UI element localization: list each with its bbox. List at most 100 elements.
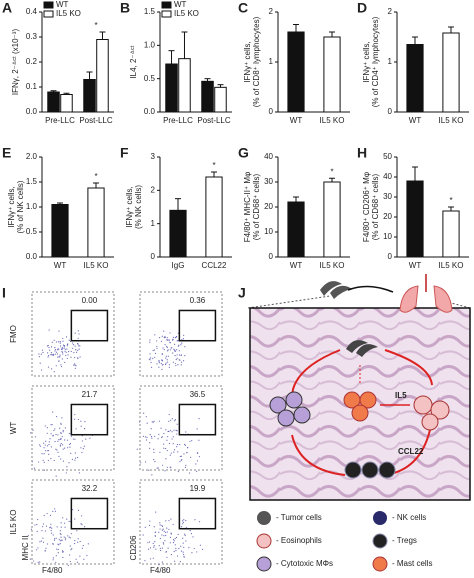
bar (87, 187, 105, 258)
event-dot (47, 366, 50, 368)
event-dot (158, 360, 160, 362)
event-dot (172, 539, 175, 541)
event-dot (179, 460, 181, 463)
event-dot (166, 359, 168, 361)
y-axis-label: IFNγ, 2⁻ᐞᶜᵗ (x10⁻³) (11, 29, 20, 96)
event-dot (40, 353, 42, 355)
event-dot (71, 342, 74, 344)
event-dot (168, 339, 170, 341)
event-dot (180, 354, 183, 356)
gate (70, 403, 109, 436)
event-dot (62, 444, 64, 446)
event-dot (192, 536, 194, 538)
event-dot (58, 356, 60, 358)
event-dot (89, 437, 91, 439)
bar (169, 209, 187, 258)
event-dot (161, 368, 163, 370)
event-dot (166, 339, 168, 341)
event-dot (175, 336, 177, 339)
event-dot (37, 518, 39, 521)
event-dot (56, 449, 58, 451)
event-dot (59, 543, 61, 545)
event-dot (165, 429, 167, 431)
event-dot (142, 435, 145, 437)
event-dot (49, 514, 52, 516)
event-dot (52, 353, 55, 355)
event-dot (165, 362, 167, 364)
event-dot (42, 523, 45, 525)
event-dot (60, 522, 62, 524)
event-dot (79, 356, 81, 358)
event-dot (77, 541, 79, 543)
event-dot (173, 550, 175, 553)
event-dot (74, 345, 76, 347)
event-dot (170, 532, 172, 534)
event-dot (47, 356, 49, 358)
event-dot (37, 461, 40, 463)
plot-frame (31, 385, 115, 471)
event-dot (63, 347, 65, 349)
event-dot (140, 462, 142, 464)
bar (406, 44, 424, 113)
event-dot (64, 427, 66, 429)
legend-label: - Cytotoxic MΦs (276, 559, 333, 568)
event-dot (62, 460, 64, 462)
event-dot (61, 417, 63, 419)
event-dot (62, 344, 65, 346)
event-dot (30, 528, 33, 530)
event-dot (153, 546, 155, 548)
event-dot (65, 354, 67, 357)
event-dot (56, 548, 58, 550)
event-dot (77, 456, 79, 459)
bar (442, 210, 460, 258)
event-dot (70, 356, 72, 358)
event-dot (157, 438, 159, 440)
event-dot (173, 449, 176, 451)
event-dot (60, 438, 62, 440)
event-dot (174, 544, 176, 546)
event-dot (143, 412, 145, 414)
event-dot (149, 341, 151, 343)
event-dot (36, 531, 38, 533)
panel-label: A (2, 0, 12, 16)
event-dot (170, 518, 172, 520)
event-dot (181, 342, 183, 344)
event-dot (39, 444, 41, 446)
x-tick-label: IL5 KO (84, 261, 109, 270)
event-dot (151, 421, 153, 423)
y-tick-label: 1 (388, 57, 393, 66)
event-dot (153, 526, 155, 528)
event-dot (52, 411, 54, 413)
event-dot (184, 533, 186, 535)
panel-label: J (238, 285, 246, 301)
panel-label: H (357, 145, 367, 161)
event-dot (156, 347, 158, 349)
event-dot (75, 365, 77, 367)
event-dot (165, 551, 167, 553)
event-dot (56, 353, 59, 355)
event-dot (72, 344, 75, 346)
y-tick-label: 0 (151, 252, 156, 261)
event-dot (49, 349, 51, 351)
y-tick-label: 20 (383, 212, 392, 221)
event-dot (60, 422, 62, 424)
event-dot (61, 550, 64, 552)
event-dot (161, 436, 163, 439)
y-tick-label: 0 (388, 107, 393, 116)
event-dot (176, 433, 178, 435)
event-dot (182, 338, 185, 340)
event-dot (77, 343, 79, 345)
event-dot (72, 347, 74, 349)
event-dot (199, 544, 201, 546)
y-tick-label: 0 (269, 252, 274, 261)
event-dot (166, 350, 169, 352)
event-dot (184, 534, 186, 537)
event-dot (64, 537, 67, 539)
event-dot (177, 533, 179, 535)
x-tick-label: WT (409, 116, 422, 125)
event-dot (168, 528, 170, 531)
bar (201, 80, 214, 113)
bar (287, 201, 305, 258)
row-label: FMO (9, 325, 18, 343)
